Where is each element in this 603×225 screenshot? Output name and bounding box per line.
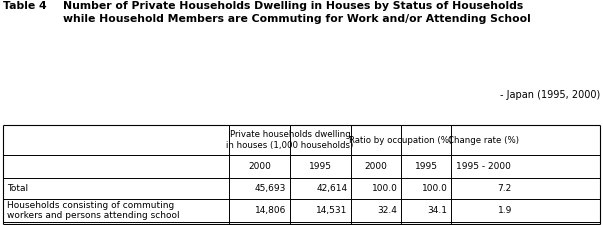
Text: Ratio by occupation (%): Ratio by occupation (%) <box>349 135 453 145</box>
Text: 1995: 1995 <box>309 162 332 171</box>
Text: 14,531: 14,531 <box>316 206 347 215</box>
Text: 1995: 1995 <box>414 162 438 171</box>
Text: Change rate (%): Change rate (%) <box>448 135 519 145</box>
Text: 7.2: 7.2 <box>497 184 512 193</box>
Text: 100.0: 100.0 <box>371 184 397 193</box>
Text: 42,614: 42,614 <box>316 184 347 193</box>
Text: 1995 - 2000: 1995 - 2000 <box>456 162 511 171</box>
Text: Total: Total <box>7 184 28 193</box>
Text: - Japan (1995, 2000): - Japan (1995, 2000) <box>500 90 600 100</box>
Text: Number of Private Households Dwelling in Houses by Status of Households
while Ho: Number of Private Households Dwelling in… <box>63 1 531 24</box>
Text: Table 4: Table 4 <box>3 1 46 11</box>
Text: 45,693: 45,693 <box>255 184 286 193</box>
Text: 1.9: 1.9 <box>497 206 512 215</box>
Text: 2000: 2000 <box>365 162 387 171</box>
Text: 2000: 2000 <box>248 162 271 171</box>
Text: 14,806: 14,806 <box>255 206 286 215</box>
Text: 32.4: 32.4 <box>377 206 397 215</box>
Text: Households consisting of commuting
workers and persons attending school: Households consisting of commuting worke… <box>7 200 179 220</box>
Text: 100.0: 100.0 <box>421 184 447 193</box>
Text: 34.1: 34.1 <box>428 206 447 215</box>
Text: Private households dwelling
in houses (1,000 households): Private households dwelling in houses (1… <box>226 130 354 150</box>
